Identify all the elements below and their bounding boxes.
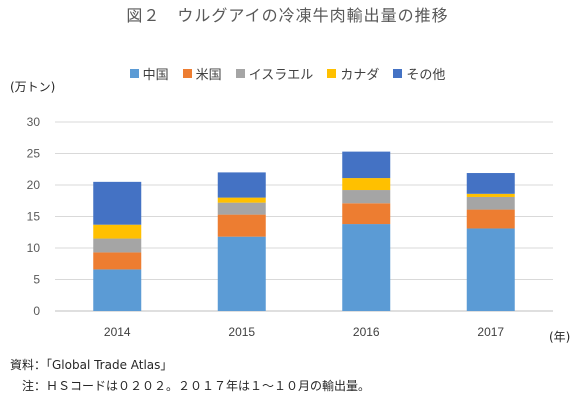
bar-segment bbox=[93, 181, 142, 225]
source-note: 資料：「Global Trade Atlas」 bbox=[10, 358, 173, 372]
x-tick-label: 2017 bbox=[477, 325, 504, 339]
bar-segment bbox=[466, 173, 515, 194]
legend: 中国 米国 イスラエル カナダ その他 bbox=[0, 64, 575, 83]
bar-segment bbox=[217, 236, 266, 311]
bar-segment bbox=[217, 202, 266, 215]
y-tick-label: 0 bbox=[33, 304, 40, 318]
x-tick-label: 2016 bbox=[353, 325, 380, 339]
bar-segment bbox=[93, 224, 142, 239]
bar-segment bbox=[466, 196, 515, 210]
y-tick-label: 20 bbox=[27, 178, 41, 192]
bar-segment bbox=[466, 193, 515, 197]
y-tick-label: 25 bbox=[27, 147, 41, 161]
bar-segment bbox=[93, 252, 142, 270]
legend-swatch bbox=[235, 69, 245, 78]
legend-label: その他 bbox=[406, 68, 446, 83]
legend-swatch bbox=[393, 69, 403, 78]
y-axis-unit: (万トン) bbox=[10, 80, 56, 94]
y-tick-label: 5 bbox=[33, 273, 40, 287]
y-tick-label: 30 bbox=[27, 115, 41, 129]
legend-item: イスラエル bbox=[235, 64, 314, 83]
bar-segment bbox=[217, 172, 266, 198]
bar-segment bbox=[93, 269, 142, 311]
legend-swatch bbox=[182, 69, 192, 78]
legend-label: イスラエル bbox=[248, 68, 314, 83]
chart-title: 図２ ウルグアイの冷凍牛肉輸出量の推移 bbox=[126, 6, 449, 25]
legend-swatch bbox=[129, 69, 139, 78]
legend-label: カナダ bbox=[340, 68, 380, 83]
bar-segment bbox=[342, 151, 391, 179]
bar-segment bbox=[466, 228, 515, 311]
bar-segment bbox=[342, 178, 391, 191]
legend-item: その他 bbox=[393, 64, 445, 83]
legend-label: 中国 bbox=[142, 68, 169, 83]
y-tick-label: 10 bbox=[27, 241, 41, 255]
legend-swatch bbox=[327, 69, 337, 78]
legend-item: カナダ bbox=[327, 64, 379, 83]
bar-segment bbox=[342, 224, 391, 311]
bar-segment bbox=[217, 197, 266, 203]
legend-item: 米国 bbox=[182, 64, 222, 83]
bar-segment bbox=[342, 190, 391, 204]
x-tick-label: 2014 bbox=[104, 325, 131, 339]
bar-segment bbox=[93, 238, 142, 253]
bar-segment bbox=[466, 209, 515, 229]
legend-item: 中国 bbox=[129, 64, 169, 83]
x-axis-unit: (年) bbox=[549, 330, 571, 344]
y-tick-label: 15 bbox=[27, 210, 41, 224]
bar-segment bbox=[217, 214, 266, 237]
bar-segment bbox=[342, 203, 391, 225]
legend-label: 米国 bbox=[195, 68, 222, 83]
x-tick-label: 2015 bbox=[228, 325, 255, 339]
footnote: 注：ＨＳコードは０２０２。２０１７年は１～１０月の輸出量。 bbox=[10, 379, 371, 393]
